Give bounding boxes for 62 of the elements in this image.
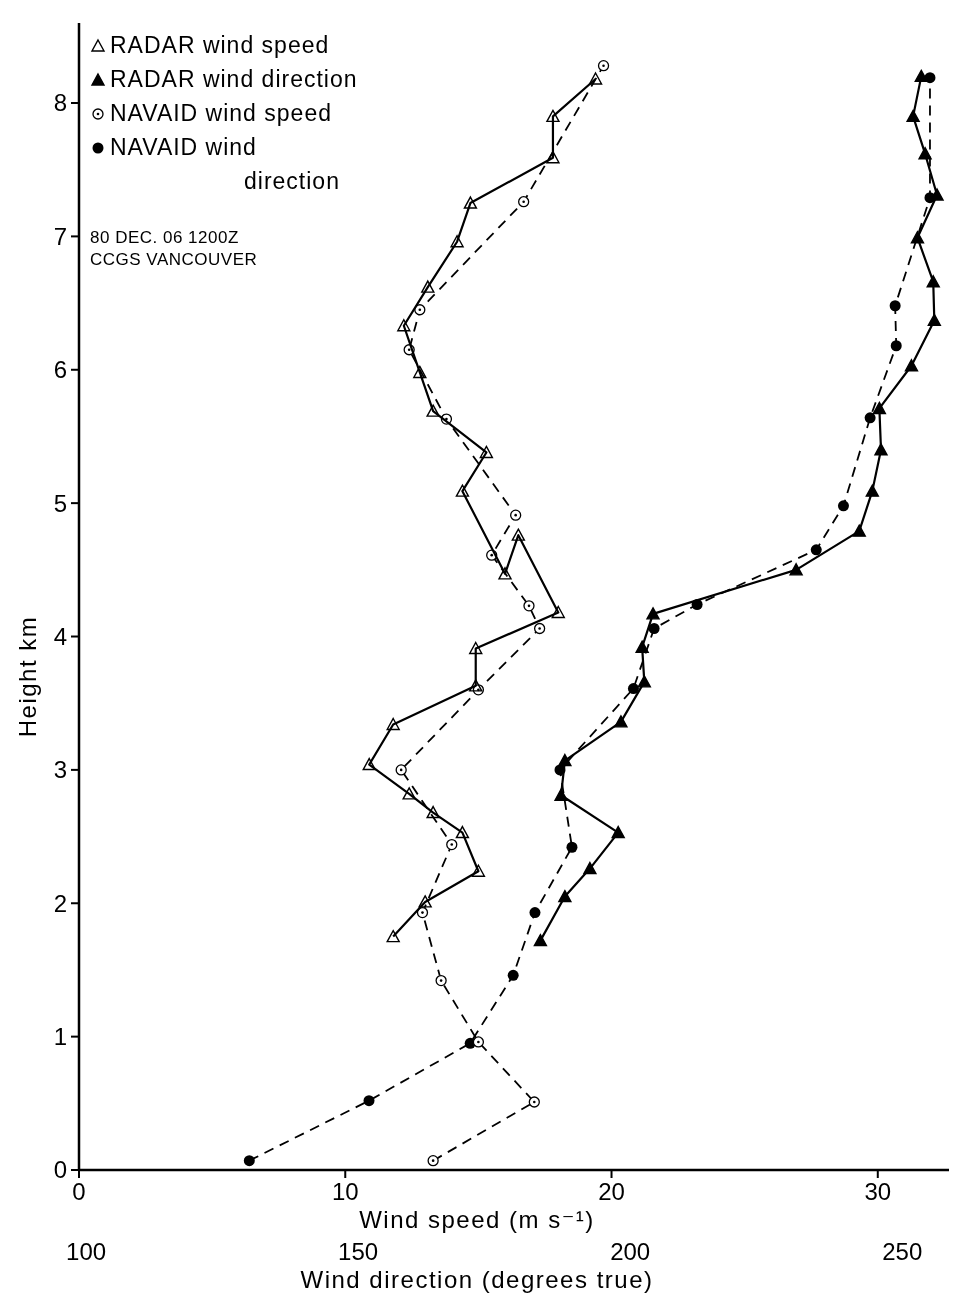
point	[588, 72, 603, 85]
y-axis-title: Height km	[14, 615, 41, 738]
point	[471, 864, 486, 877]
point	[455, 484, 470, 497]
point	[510, 509, 522, 521]
point	[469, 641, 483, 655]
point	[523, 600, 535, 612]
point	[386, 929, 400, 943]
x2-tick-label: 150	[338, 1238, 379, 1265]
point	[511, 528, 526, 541]
legend-label: NAVAID wind direction	[110, 134, 340, 194]
point	[597, 60, 610, 72]
y-tick-label: 0	[53, 1156, 67, 1184]
point	[421, 280, 435, 293]
x2-tick-label: 250	[882, 1238, 923, 1265]
x-axis-title: Wind speed (m s⁻¹)	[359, 1206, 595, 1233]
point	[426, 805, 440, 819]
point	[418, 895, 432, 908]
point	[455, 825, 470, 839]
point	[528, 1096, 540, 1108]
point	[450, 235, 464, 248]
point	[413, 365, 427, 379]
y-tick-label: 5	[53, 489, 67, 517]
y-tick-label: 2	[53, 889, 67, 917]
point	[446, 838, 458, 851]
point	[395, 764, 407, 776]
point	[551, 605, 565, 619]
y-tick-label: 4	[53, 622, 67, 650]
point	[463, 196, 478, 209]
annotation: 80 DEC. 06 1200Z	[90, 228, 239, 247]
point	[546, 151, 560, 164]
y-tick-label: 7	[53, 222, 67, 250]
point	[518, 196, 530, 208]
legend-label: RADAR wind speed	[110, 32, 330, 58]
point	[498, 567, 512, 580]
x-tick-label: 30	[864, 1178, 892, 1205]
point	[414, 304, 426, 316]
annotation: CCGS VANCOUVER	[90, 250, 258, 269]
point	[479, 445, 494, 459]
legend-label: RADAR wind direction	[110, 66, 358, 92]
x2-tick-label: 100	[66, 1238, 107, 1265]
y-tick-label: 8	[53, 89, 67, 117]
x-tick-label: 20	[598, 1178, 625, 1205]
y-tick-label: 1	[53, 1023, 67, 1051]
x2-tick-label: 200	[610, 1238, 651, 1265]
x-tick-label: 0	[72, 1178, 86, 1205]
y-tick-label: 6	[53, 356, 67, 384]
point	[426, 404, 440, 417]
x2-axis-title: Wind direction (degrees true)	[300, 1266, 654, 1293]
point	[472, 1036, 485, 1048]
legend-label: NAVAID wind speed	[110, 100, 332, 126]
point	[469, 679, 483, 692]
point	[397, 319, 411, 332]
y-tick-label: 3	[53, 756, 67, 784]
point	[435, 974, 447, 987]
point	[362, 757, 376, 771]
point	[546, 109, 560, 123]
point	[386, 717, 400, 731]
x-tick-label: 10	[331, 1178, 359, 1205]
point	[402, 787, 416, 800]
point	[533, 622, 546, 635]
point	[427, 1155, 439, 1167]
